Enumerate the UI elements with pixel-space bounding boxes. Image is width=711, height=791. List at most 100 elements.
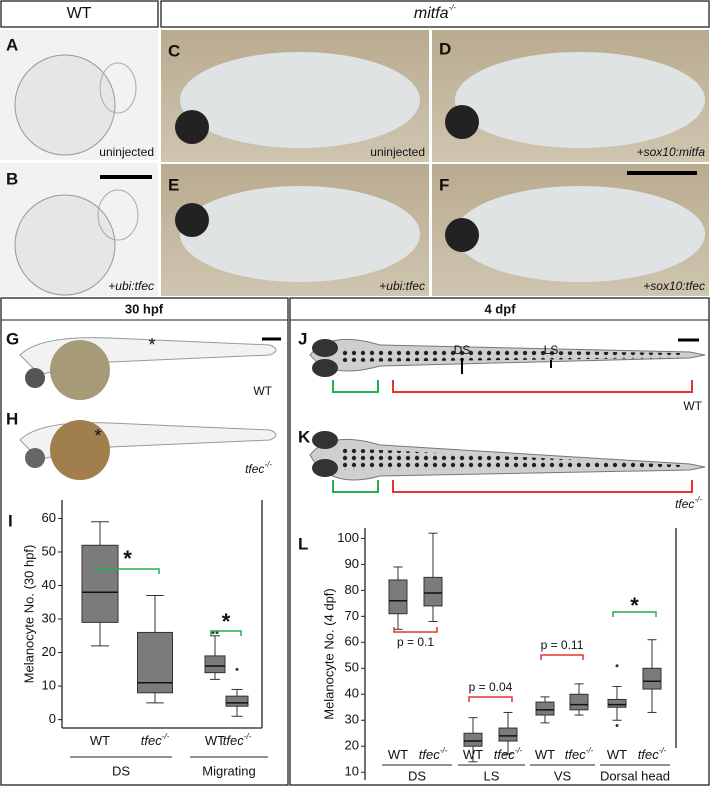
y-tick-label: 30 bbox=[345, 712, 359, 727]
x-tick-label: WT bbox=[388, 747, 408, 762]
bracket bbox=[392, 480, 693, 493]
x-tick-label: WT bbox=[463, 747, 483, 762]
category-text: tfec bbox=[223, 733, 244, 748]
text: tfec bbox=[245, 462, 264, 476]
outlier bbox=[615, 723, 619, 727]
group-label: DS bbox=[112, 763, 130, 778]
outlier bbox=[235, 667, 239, 671]
x-tick-label: tfec-/- bbox=[494, 746, 523, 762]
stripe-label: DS bbox=[454, 343, 471, 357]
bracket bbox=[332, 380, 379, 393]
category-text: WT bbox=[463, 747, 483, 762]
eye bbox=[312, 431, 338, 449]
panel-label: L bbox=[298, 534, 308, 553]
group-label: VS bbox=[554, 768, 572, 783]
larva bbox=[180, 186, 420, 282]
x-tick-label: WT bbox=[90, 733, 110, 748]
photo-a bbox=[0, 30, 158, 160]
yolk bbox=[50, 340, 110, 400]
group-label: LS bbox=[484, 768, 500, 783]
x-tick-label: tfec-/- bbox=[223, 732, 252, 748]
panel-label: D bbox=[439, 39, 451, 58]
category-sup: -/- bbox=[244, 732, 252, 741]
category-text: tfec bbox=[638, 747, 659, 762]
marker: * bbox=[94, 426, 101, 446]
x-tick-label: tfec-/- bbox=[638, 746, 667, 762]
x-tick-label: tfec-/- bbox=[419, 746, 448, 762]
category-text: WT bbox=[388, 747, 408, 762]
panel-label: B bbox=[6, 169, 18, 188]
superscript: -/- bbox=[449, 3, 457, 12]
category-sup: -/- bbox=[515, 746, 523, 755]
significance-bracket bbox=[393, 627, 438, 633]
y-tick-label: 10 bbox=[42, 678, 56, 693]
significance-bracket bbox=[612, 611, 657, 617]
stripe-label: LS bbox=[544, 343, 559, 357]
caption: tfec-/- bbox=[675, 495, 702, 511]
eye bbox=[175, 110, 209, 144]
panel-frame bbox=[0, 297, 289, 786]
panel-label: C bbox=[168, 41, 180, 60]
photo-h bbox=[19, 420, 277, 480]
group-label: Migrating bbox=[202, 763, 255, 778]
larva bbox=[455, 52, 705, 148]
panel-label: F bbox=[439, 175, 449, 194]
y-tick-label: 90 bbox=[345, 556, 359, 571]
panel-label: G bbox=[6, 329, 19, 348]
panel-label: I bbox=[8, 511, 13, 530]
category-sup: -/- bbox=[659, 746, 667, 755]
y-tick-label: 60 bbox=[42, 510, 56, 525]
superscript: -/- bbox=[694, 495, 702, 504]
eye bbox=[445, 105, 479, 139]
box bbox=[569, 693, 589, 711]
caption: uninjected bbox=[370, 145, 425, 159]
eye bbox=[445, 218, 479, 252]
box bbox=[225, 695, 249, 707]
eye bbox=[312, 359, 338, 377]
header-mutant: mitfa-/- bbox=[414, 3, 457, 22]
box bbox=[423, 576, 443, 607]
larva bbox=[180, 52, 420, 148]
category-text: tfec bbox=[494, 747, 515, 762]
significance-label: * bbox=[123, 546, 132, 571]
panel-label: K bbox=[298, 427, 311, 446]
header-box bbox=[0, 0, 159, 28]
header-wt: WT bbox=[67, 5, 92, 22]
category-text: WT bbox=[607, 747, 627, 762]
significance-label: p = 0.11 bbox=[541, 638, 584, 652]
box bbox=[607, 698, 627, 708]
photos-cdef bbox=[161, 30, 709, 296]
box bbox=[498, 727, 518, 742]
y-tick-label: 80 bbox=[345, 582, 359, 597]
y-tick-label: 0 bbox=[49, 711, 56, 726]
eye bbox=[25, 368, 45, 388]
y-axis-label: Melanocyte No. (4 dpf) bbox=[321, 588, 336, 720]
panel-label: J bbox=[298, 329, 307, 348]
eye bbox=[175, 203, 209, 237]
box bbox=[642, 667, 662, 690]
y-tick-label: 100 bbox=[337, 530, 359, 545]
bracket bbox=[392, 380, 693, 393]
y-tick-label: 20 bbox=[42, 644, 56, 659]
header-box bbox=[160, 0, 710, 28]
y-tick-label: 10 bbox=[345, 764, 359, 779]
eye bbox=[312, 459, 338, 477]
significance-label: * bbox=[630, 593, 639, 618]
y-tick-label: 50 bbox=[42, 543, 56, 558]
caption: +sox10:mitfa bbox=[637, 145, 706, 159]
embryo bbox=[14, 54, 116, 156]
box bbox=[388, 579, 408, 615]
significance-bracket bbox=[468, 696, 513, 702]
x-tick-label: tfec-/- bbox=[141, 732, 170, 748]
caption: +sox10:tfec bbox=[643, 279, 705, 293]
eye bbox=[312, 339, 338, 357]
caption: +ubi:tfec bbox=[108, 279, 154, 293]
section-title: 30 hpf bbox=[125, 301, 164, 316]
photo-g bbox=[19, 337, 281, 400]
significance-label: p = 0.04 bbox=[469, 680, 513, 694]
section-title: 4 dpf bbox=[484, 301, 516, 316]
embryo-head bbox=[99, 62, 137, 114]
category-sup: -/- bbox=[586, 746, 594, 755]
